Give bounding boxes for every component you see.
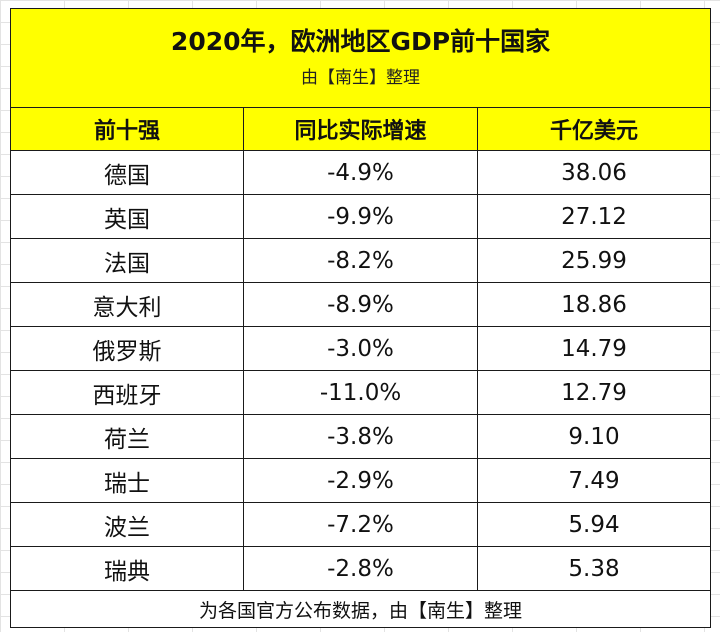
- gdp-cell: 25.99: [476, 238, 712, 283]
- gdp-cell: 5.94: [476, 502, 712, 547]
- country-cell: 意大利: [10, 282, 244, 327]
- country-cell: 瑞典: [10, 546, 244, 591]
- growth-cell: -11.0%: [243, 370, 478, 415]
- growth-cell: -3.8%: [243, 414, 478, 459]
- table-row: 德国 -4.9% 38.06: [10, 150, 712, 195]
- table-row: 俄罗斯 -3.0% 14.79: [10, 326, 712, 371]
- gdp-cell: 27.12: [476, 194, 712, 239]
- country-cell: 西班牙: [10, 370, 244, 415]
- footer-row: 为各国官方公布数据，由【南生】整理: [9, 590, 712, 628]
- country-cell: 瑞士: [10, 458, 244, 503]
- country-cell: 波兰: [10, 502, 244, 547]
- growth-cell: -4.9%: [243, 150, 478, 195]
- gdp-cell: 14.79: [476, 326, 712, 371]
- column-header-gdp: 千亿美元: [476, 107, 712, 151]
- growth-cell: -9.9%: [243, 194, 478, 239]
- table-subtitle: 由【南生】整理: [301, 68, 421, 88]
- column-header-rank: 前十强: [10, 107, 244, 151]
- header-row: 前十强 同比实际增速 千亿美元: [10, 107, 712, 151]
- title-cell: 2020年，欧洲地区GDP前十国家 由【南生】整理: [9, 8, 712, 108]
- growth-cell: -2.9%: [243, 458, 478, 503]
- table-row: 西班牙 -11.0% 12.79: [10, 370, 712, 415]
- country-cell: 英国: [10, 194, 244, 239]
- country-cell: 俄罗斯: [10, 326, 244, 371]
- growth-cell: -2.8%: [243, 546, 478, 591]
- table-row: 波兰 -7.2% 5.94: [10, 502, 712, 547]
- growth-cell: -8.2%: [243, 238, 478, 283]
- column-header-growth: 同比实际增速: [243, 107, 478, 151]
- gdp-cell: 18.86: [476, 282, 712, 327]
- gdp-table: 2020年，欧洲地区GDP前十国家 由【南生】整理 前十强 同比实际增速 千亿美…: [9, 8, 712, 628]
- gdp-cell: 5.38: [476, 546, 712, 591]
- table-row: 瑞典 -2.8% 5.38: [10, 546, 712, 591]
- table-row: 意大利 -8.9% 18.86: [10, 282, 712, 327]
- growth-cell: -8.9%: [243, 282, 478, 327]
- table-row: 法国 -8.2% 25.99: [10, 238, 712, 283]
- growth-cell: -3.0%: [243, 326, 478, 371]
- table-title: 2020年，欧洲地区GDP前十国家: [170, 27, 551, 56]
- table-row: 荷兰 -3.8% 9.10: [10, 414, 712, 459]
- country-cell: 德国: [10, 150, 244, 195]
- gdp-cell: 12.79: [476, 370, 712, 415]
- country-cell: 荷兰: [10, 414, 244, 459]
- growth-cell: -7.2%: [243, 502, 478, 547]
- title-row: 2020年，欧洲地区GDP前十国家 由【南生】整理: [9, 8, 712, 108]
- table-row: 英国 -9.9% 27.12: [10, 194, 712, 239]
- table-row: 瑞士 -2.9% 7.49: [10, 458, 712, 503]
- gdp-cell: 38.06: [476, 150, 712, 195]
- source-note: 为各国官方公布数据，由【南生】整理: [9, 590, 712, 628]
- gdp-cell: 9.10: [476, 414, 712, 459]
- gdp-cell: 7.49: [476, 458, 712, 503]
- country-cell: 法国: [10, 238, 244, 283]
